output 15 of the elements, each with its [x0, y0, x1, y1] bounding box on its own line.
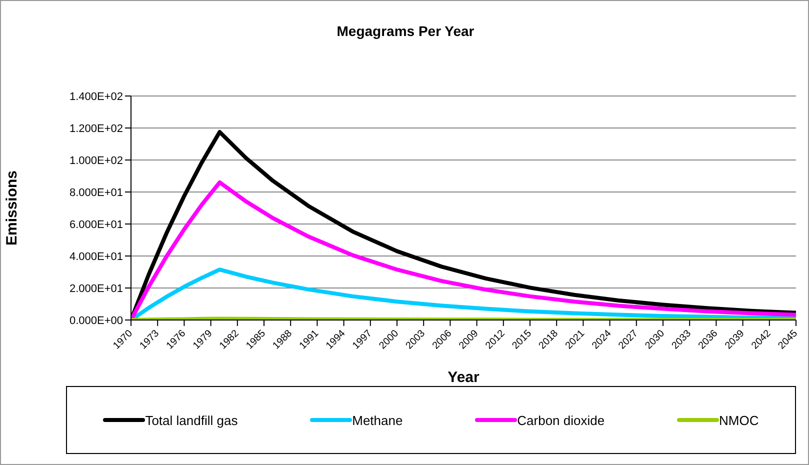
- legend-label: NMOC: [719, 412, 759, 428]
- legend-label: Total landfill gas: [145, 412, 238, 428]
- y-tick-label: 2.000E+01: [69, 282, 123, 295]
- legend-label: Methane: [352, 412, 403, 428]
- y-axis-title: Emissions: [3, 170, 20, 246]
- y-tick-label: 6.000E+01: [69, 218, 123, 231]
- y-tick-label: 4.000E+01: [69, 250, 123, 263]
- y-tick-label: 1.200E+02: [69, 122, 123, 135]
- y-tick-label: 8.000E+01: [69, 186, 123, 199]
- x-axis-title: Year: [448, 369, 480, 386]
- y-tick-label: 1.000E+02: [69, 154, 123, 167]
- legend-label: Carbon dioxide: [517, 412, 605, 428]
- y-tick-label: 0.000E+00: [69, 314, 123, 327]
- chart-title: Megagrams Per Year: [336, 23, 476, 39]
- y-tick-label: 1.400E+02: [69, 90, 123, 103]
